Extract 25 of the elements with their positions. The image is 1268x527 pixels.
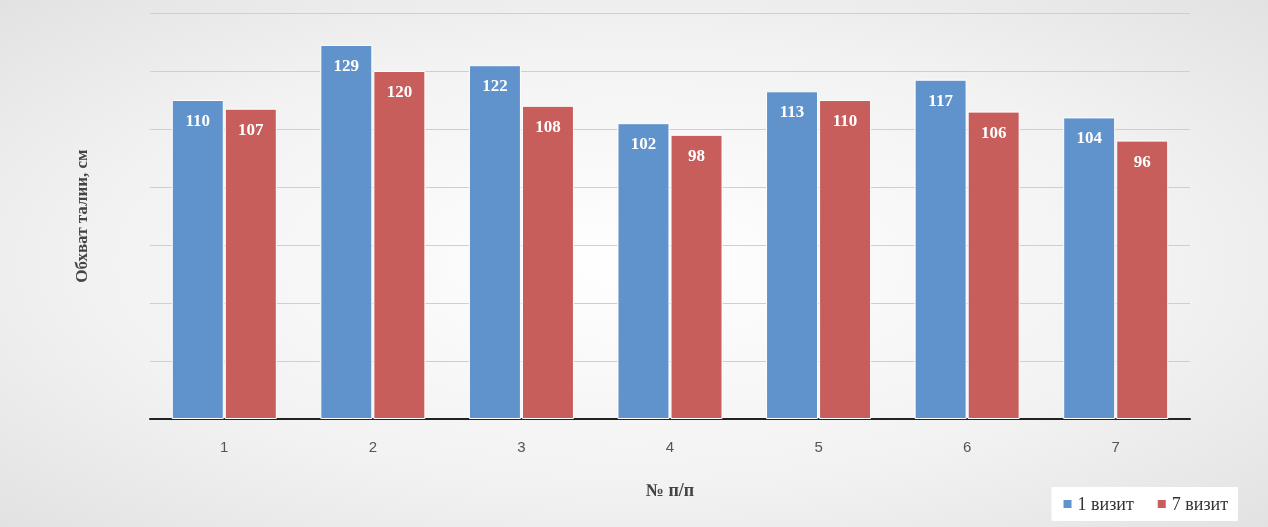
x-tick-label: 3 (517, 438, 526, 455)
legend-label: 7 визит (1171, 494, 1229, 514)
x-tick-label: 5 (814, 438, 823, 455)
data-label: 117 (928, 90, 954, 110)
data-label: 106 (980, 122, 1007, 142)
data-label: 107 (238, 119, 265, 139)
data-label: 104 (1076, 128, 1103, 148)
data-label: 108 (535, 116, 561, 136)
data-label: 120 (386, 82, 413, 101)
data-label: 110 (185, 111, 211, 130)
data-label: 102 (630, 134, 657, 154)
x-tick-label: 6 (962, 438, 972, 455)
data-label: 110 (832, 111, 858, 130)
legend-label: 1 визит (1077, 494, 1134, 514)
x-tick-label: 1 (220, 438, 229, 455)
data-label: 129 (333, 55, 360, 75)
data-label: 113 (779, 102, 805, 122)
x-tick-label: 7 (1111, 438, 1120, 455)
x-tick-label: 2 (368, 438, 378, 455)
data-label: 122 (482, 76, 508, 96)
data-label: 98 (688, 145, 706, 165)
y-axis-title: Обхват талии, см (72, 148, 91, 283)
data-label: 96 (1133, 151, 1151, 171)
x-tick-label: 4 (665, 438, 675, 455)
x-axis-title: № п/п (645, 480, 695, 500)
